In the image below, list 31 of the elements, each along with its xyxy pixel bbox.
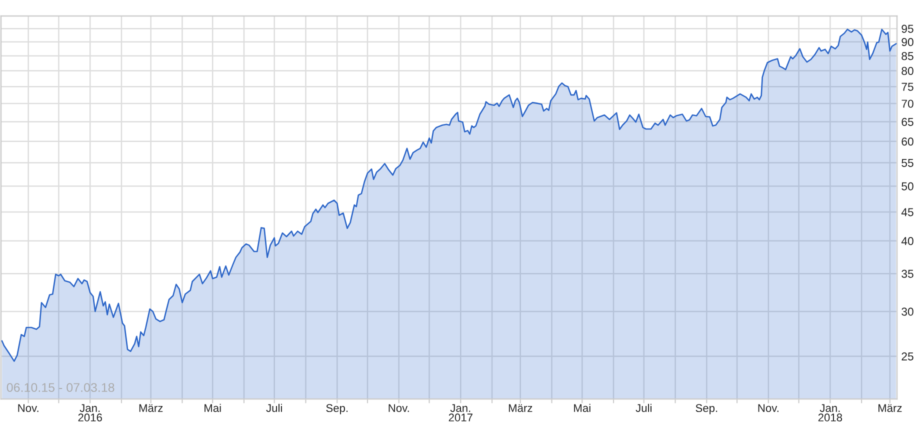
x-tick-label: Juli	[636, 404, 652, 412]
y-tick-label: 95	[902, 24, 914, 33]
x-tick-label: Nov.	[758, 404, 778, 412]
y-tick-label: 80	[902, 66, 914, 75]
y-tick-label: 25	[902, 352, 914, 360]
y-tick-label: 55	[902, 159, 914, 167]
y-tick-label: 30	[902, 308, 914, 316]
x-tick-label: Sep.	[326, 404, 348, 414]
y-tick-label: 75	[902, 82, 914, 91]
y-tick-label: 85	[902, 52, 914, 60]
y-tick-label: 65	[902, 118, 914, 126]
y-tick-label: 90	[902, 38, 914, 46]
y-tick-label: 40	[901, 237, 914, 246]
x-tick-label: März	[508, 404, 532, 412]
x-tick-label: Nov.	[18, 404, 38, 412]
x-tick-label: Jan. 2016	[78, 404, 102, 422]
x-tick-label: Jan. 2018	[818, 404, 842, 422]
y-tick-label: 60	[902, 138, 914, 146]
annotation: 06.10.15 - 07.03.18	[6, 383, 114, 392]
x-tick-label: Jan. 2017	[448, 404, 472, 422]
y-tick-label: 70	[902, 100, 914, 108]
x-tick-label: Juli	[266, 404, 282, 412]
x-tick-label: März	[878, 404, 902, 412]
y-tick-label: 50	[902, 182, 914, 190]
x-tick-label: Mai	[574, 404, 590, 412]
x-tick-label: Nov.	[388, 404, 409, 412]
y-tick-label: 35	[902, 270, 914, 278]
x-tick-label: Mai	[204, 404, 221, 412]
x-tick-label: Sep.	[696, 404, 718, 414]
y-tick-label: 45	[901, 208, 914, 216]
x-tick-label: März	[139, 404, 163, 412]
